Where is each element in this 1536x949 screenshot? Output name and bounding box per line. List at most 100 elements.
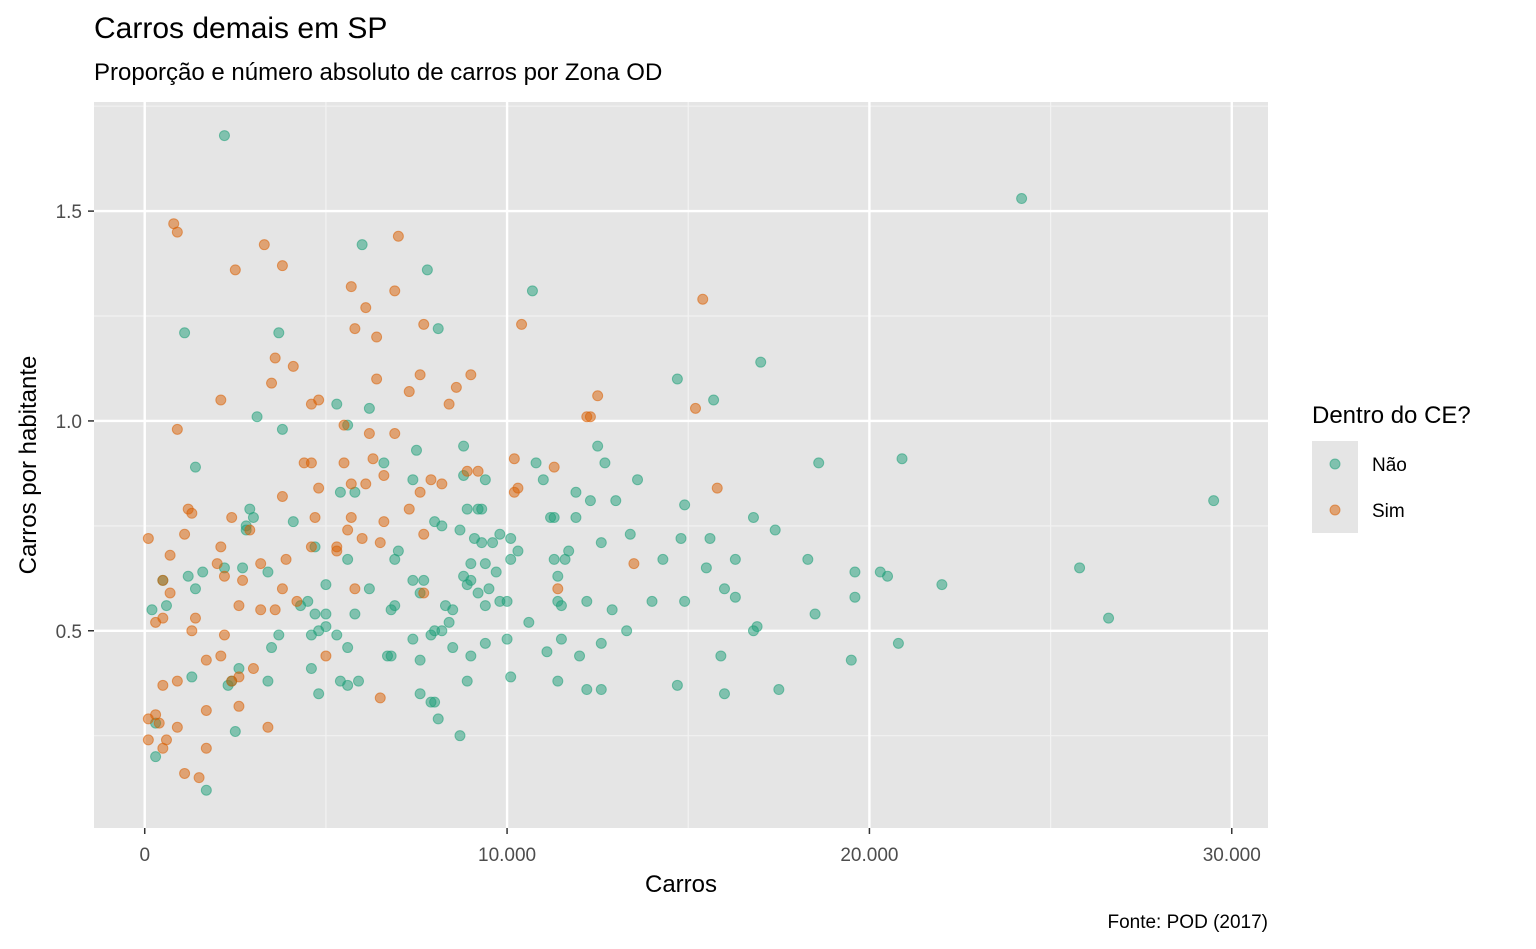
data-point-nao bbox=[363, 583, 375, 595]
data-point-nao bbox=[407, 574, 419, 586]
data-point-nao bbox=[483, 583, 495, 595]
data-point-sim bbox=[218, 570, 230, 582]
data-point-sim bbox=[320, 650, 332, 662]
data-point-sim bbox=[276, 583, 288, 595]
data-point-nao bbox=[472, 587, 484, 599]
data-point-nao bbox=[1208, 495, 1220, 507]
data-point-nao bbox=[287, 516, 299, 528]
x-axis-title: Carros bbox=[645, 871, 717, 898]
data-point-nao bbox=[273, 629, 285, 641]
legend-label-sim: Sim bbox=[1372, 501, 1405, 522]
chart-subtitle: Proporção e número absoluto de carros po… bbox=[94, 59, 662, 86]
data-point-sim bbox=[512, 482, 524, 494]
data-point-nao bbox=[548, 511, 560, 523]
data-point-nao bbox=[849, 591, 861, 603]
data-point-sim bbox=[269, 352, 281, 364]
data-point-nao bbox=[353, 675, 365, 687]
data-point-sim bbox=[164, 587, 176, 599]
data-point-nao bbox=[197, 566, 209, 578]
axis-ticks bbox=[88, 210, 1233, 834]
data-point-nao bbox=[418, 574, 430, 586]
data-point-sim bbox=[508, 453, 520, 465]
data-point-nao bbox=[276, 423, 288, 435]
data-point-nao bbox=[679, 499, 691, 511]
data-point-nao bbox=[599, 457, 611, 469]
data-point-sim bbox=[331, 545, 343, 557]
data-point-nao bbox=[410, 444, 422, 456]
data-point-sim bbox=[287, 360, 299, 372]
data-point-sim bbox=[171, 675, 183, 687]
data-point-sim bbox=[450, 381, 462, 393]
data-point-nao bbox=[342, 553, 354, 565]
data-point-sim bbox=[461, 465, 473, 477]
data-point-nao bbox=[146, 604, 158, 616]
data-point-nao bbox=[465, 558, 477, 570]
data-point-nao bbox=[407, 474, 419, 486]
data-point-sim bbox=[389, 285, 401, 297]
data-point-sim bbox=[276, 260, 288, 272]
data-point-nao bbox=[632, 474, 644, 486]
data-point-sim bbox=[153, 717, 165, 729]
data-point-sim bbox=[392, 230, 404, 242]
data-point-sim bbox=[171, 423, 183, 435]
data-point-nao bbox=[447, 604, 459, 616]
data-point-sim bbox=[363, 428, 375, 440]
data-point-nao bbox=[581, 684, 593, 696]
data-point-sim bbox=[711, 482, 723, 494]
data-point-nao bbox=[251, 411, 263, 423]
data-point-sim bbox=[313, 394, 325, 406]
data-point-sim bbox=[360, 478, 372, 490]
legend: Dentro do CE? Não Sim bbox=[1312, 402, 1471, 533]
data-point-nao bbox=[465, 574, 477, 586]
data-point-nao bbox=[334, 486, 346, 498]
y-axis-title: Carros por habitante bbox=[15, 356, 42, 575]
data-point-nao bbox=[845, 654, 857, 666]
data-point-sim bbox=[262, 721, 274, 733]
axis-tick-labels: 0 10.000 20.000 30.000 0.5 1.0 1.5 bbox=[56, 202, 1261, 866]
data-point-nao bbox=[646, 595, 658, 607]
data-point-sim bbox=[342, 524, 354, 536]
data-point-sim bbox=[378, 469, 390, 481]
data-point-sim bbox=[436, 478, 448, 490]
data-point-sim bbox=[142, 532, 154, 544]
grid-major bbox=[94, 102, 1268, 828]
data-point-sim bbox=[472, 465, 484, 477]
data-point-nao bbox=[718, 583, 730, 595]
data-point-nao bbox=[747, 625, 759, 637]
data-point-sim bbox=[356, 532, 368, 544]
data-point-nao bbox=[479, 637, 491, 649]
data-point-sim bbox=[313, 482, 325, 494]
data-point-sim bbox=[389, 428, 401, 440]
data-points bbox=[142, 130, 1220, 796]
data-point-nao bbox=[747, 511, 759, 523]
data-point-sim bbox=[200, 654, 212, 666]
chart-caption: Fonte: POD (2017) bbox=[1107, 912, 1268, 933]
data-point-sim bbox=[425, 474, 437, 486]
data-point-nao bbox=[189, 461, 201, 473]
data-point-nao bbox=[552, 675, 564, 687]
data-point-nao bbox=[476, 503, 488, 515]
data-point-nao bbox=[331, 398, 343, 410]
data-point-nao bbox=[581, 595, 593, 607]
data-point-nao bbox=[755, 356, 767, 368]
data-point-nao bbox=[182, 570, 194, 582]
data-point-nao bbox=[454, 730, 466, 742]
data-point-nao bbox=[443, 616, 455, 628]
data-point-nao bbox=[505, 553, 517, 565]
data-point-sim bbox=[266, 377, 278, 389]
data-point-nao bbox=[1103, 612, 1115, 624]
x-tick-label: 20.000 bbox=[840, 845, 898, 866]
data-point-sim bbox=[414, 486, 426, 498]
data-point-sim bbox=[418, 528, 430, 540]
data-point-sim bbox=[345, 281, 357, 293]
data-point-nao bbox=[349, 608, 361, 620]
data-point-sim bbox=[179, 528, 191, 540]
data-point-nao bbox=[813, 457, 825, 469]
data-point-nao bbox=[432, 713, 444, 725]
data-point-sim bbox=[150, 616, 162, 628]
data-point-sim bbox=[211, 558, 223, 570]
data-point-nao bbox=[671, 679, 683, 691]
data-point-nao bbox=[479, 558, 491, 570]
data-point-nao bbox=[610, 495, 622, 507]
